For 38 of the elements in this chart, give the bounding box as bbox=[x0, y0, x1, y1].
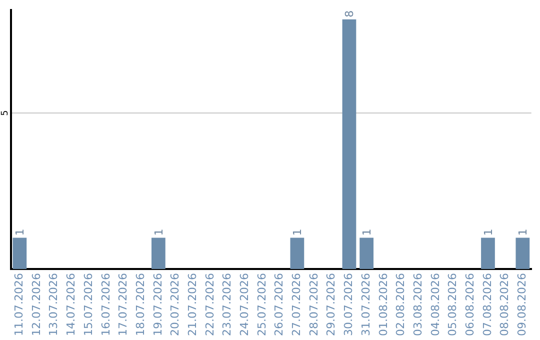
x-tick-label: 08.08.2026 bbox=[498, 273, 512, 336]
x-tick-label: 30.07.2026 bbox=[342, 273, 356, 336]
x-tick-label: 20.07.2026 bbox=[168, 273, 182, 336]
x-tick-label: 06.08.2026 bbox=[463, 273, 476, 336]
x-tick-label: 11.07.2026 bbox=[12, 273, 26, 336]
x-tick-label: 13.07.2026 bbox=[47, 273, 60, 336]
data-label: 8 bbox=[343, 10, 356, 18]
x-tick-label: 01.08.2026 bbox=[376, 273, 390, 336]
x-tick-label: 28.07.2026 bbox=[307, 273, 320, 336]
x-tick-label: 14.07.2026 bbox=[64, 273, 78, 336]
x-tick-label: 17.07.2026 bbox=[116, 273, 130, 336]
x-tick-label: 19.07.2026 bbox=[151, 273, 164, 336]
data-label: 1 bbox=[291, 228, 304, 236]
y-tick-label: 5 bbox=[0, 110, 10, 116]
data-label: 1 bbox=[152, 228, 166, 236]
x-tick-label: 21.07.2026 bbox=[186, 273, 199, 336]
x-tick-label: 18.07.2026 bbox=[134, 273, 147, 336]
x-tick-label: 22.07.2026 bbox=[203, 273, 216, 336]
x-tick-label: 03.08.2026 bbox=[411, 273, 424, 336]
x-tick-label: 15.07.2026 bbox=[82, 273, 95, 336]
x-tick-label: 23.07.2026 bbox=[220, 273, 234, 336]
x-tick-label: 04.08.2026 bbox=[428, 273, 442, 336]
x-tick-label: 16.07.2026 bbox=[99, 273, 112, 336]
x-tick-label: 25.07.2026 bbox=[255, 273, 268, 336]
x-tick-label: 26.07.2026 bbox=[272, 273, 286, 336]
x-tick-label: 27.07.2026 bbox=[290, 273, 304, 336]
data-label: 1 bbox=[14, 228, 27, 236]
x-tick-label: 24.07.2026 bbox=[238, 273, 252, 336]
x-tick-label: 12.07.2026 bbox=[30, 273, 43, 336]
x-tick-label: 02.08.2026 bbox=[394, 273, 408, 336]
data-label: 1 bbox=[516, 228, 530, 236]
x-tick-label: 31.07.2026 bbox=[359, 273, 372, 336]
x-tick-label: 05.08.2026 bbox=[446, 273, 460, 336]
x-tick-label: 29.07.2026 bbox=[324, 273, 338, 336]
x-tick-label: 07.08.2026 bbox=[480, 273, 494, 336]
data-label: 1 bbox=[360, 228, 374, 236]
x-tick-label: 09.08.2026 bbox=[516, 273, 529, 336]
data-label: 1 bbox=[482, 228, 495, 236]
